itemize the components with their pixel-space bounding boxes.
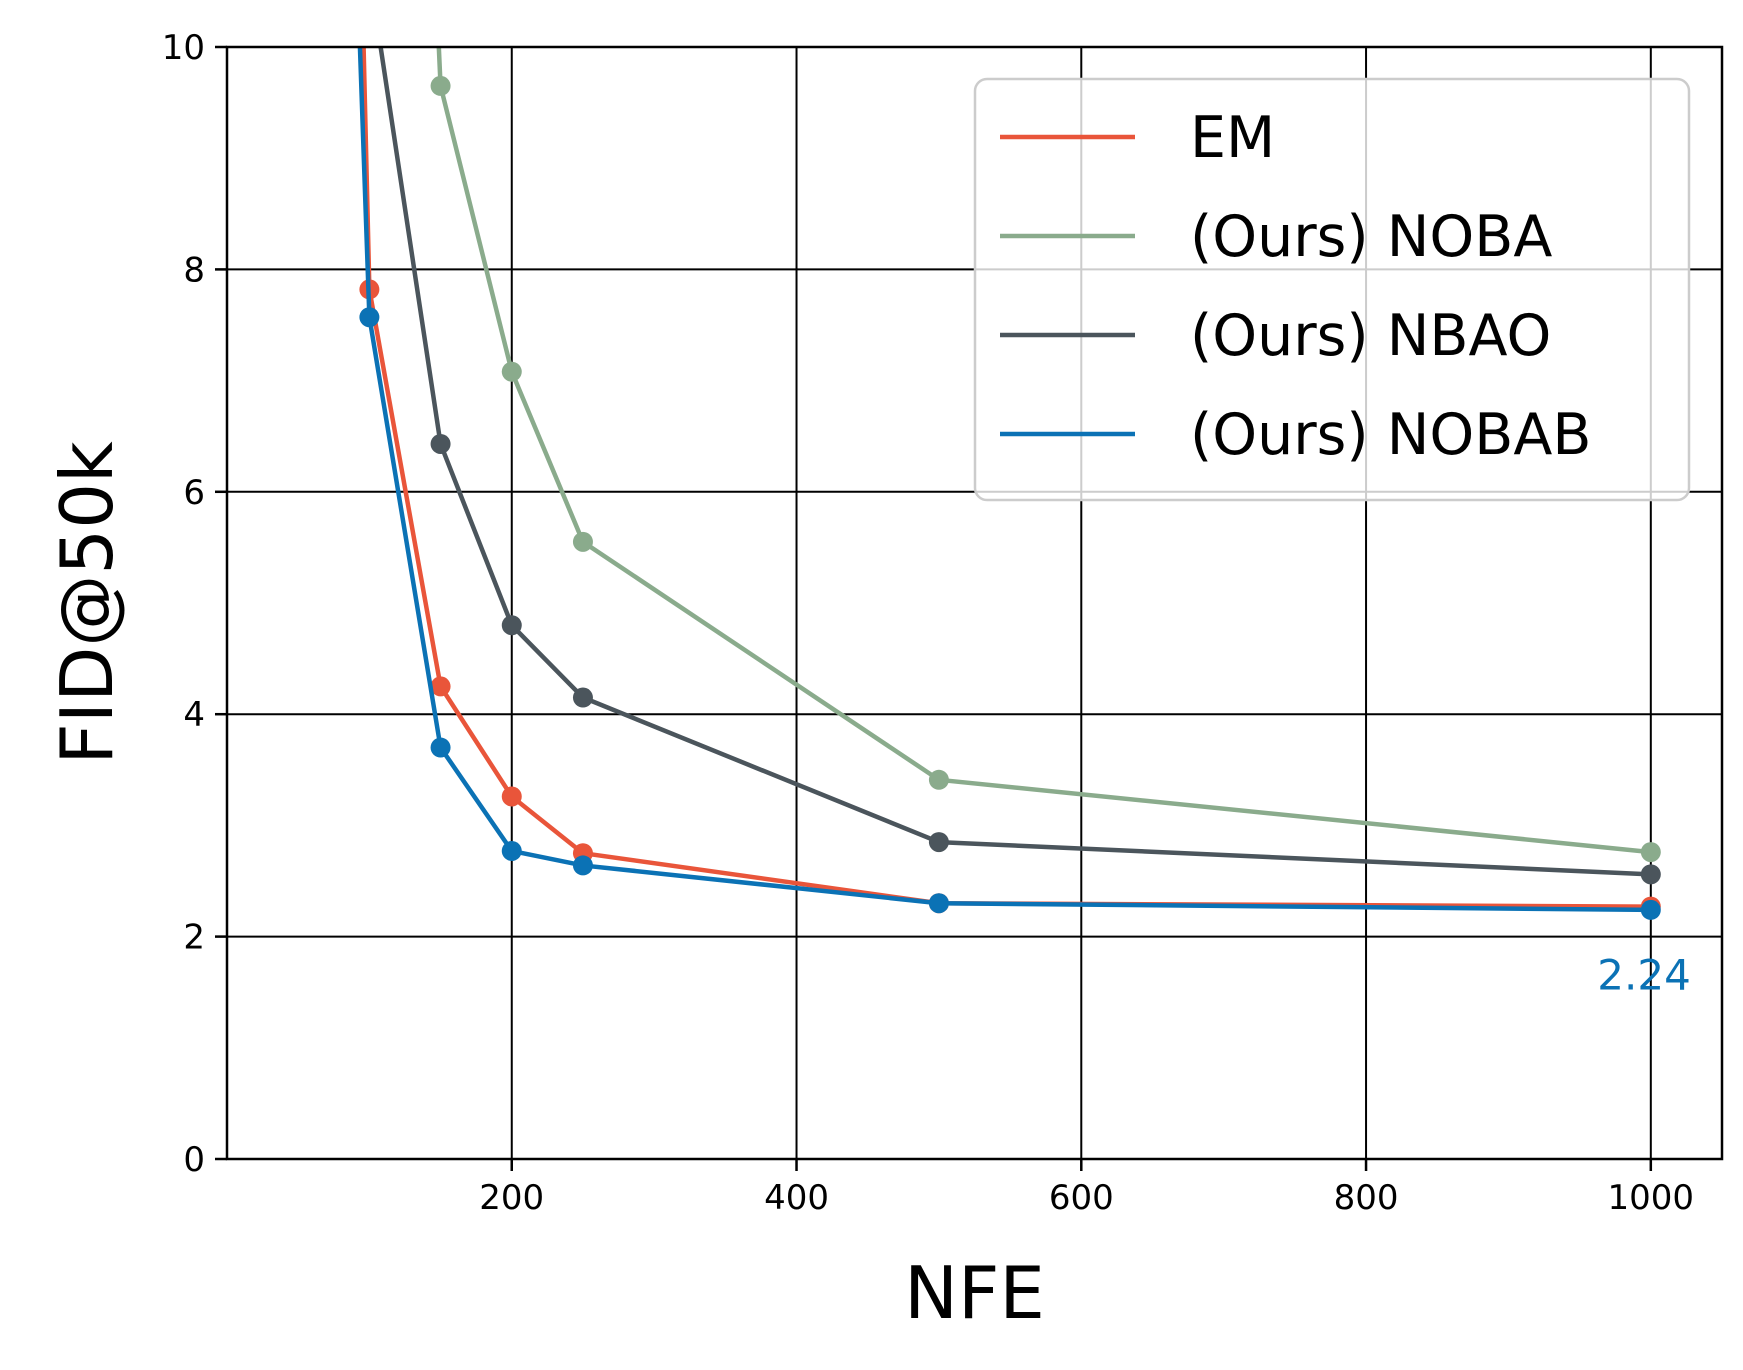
data-point-ours-nobab [501,840,522,861]
x-axis-title: NFE [904,1251,1045,1335]
series-ours-noba [430,47,1661,863]
data-point-ours-nobab [430,737,451,758]
plot-frame [225,45,1724,1161]
legend-box [973,77,1691,502]
x-tick-label: 600 [1049,1178,1114,1218]
series-ours-nbao [378,47,1661,885]
data-point-ours-nbao [430,433,451,454]
legend-label-ours-noba: (Ours) NOBA [1190,204,1552,270]
data-point-ours-noba [430,75,451,96]
data-point-ours-nobab [1640,899,1661,920]
value-annotation: 2.24 [1597,951,1691,1000]
legend-label-ours-nbao: (Ours) NBAO [1190,303,1551,369]
x-tick-label: 200 [479,1178,544,1218]
data-point-ours-noba [572,531,593,552]
data-point-ours-nbao [572,687,593,708]
data-point-ours-nbao [1640,864,1661,885]
legend-label-ours-nobab: (Ours) NOBAB [1190,402,1591,468]
y-tick-label: 8 [183,250,205,290]
series-line-ours-nbao [378,47,1651,877]
legend: EM (Ours) NOBA (Ours) NBAO (Ours) NOBAB [973,77,1691,502]
axis-ticks: 200 400 600 800 1000 0 2 4 6 8 10 [162,28,1694,1218]
data-point-ours-noba [928,769,949,790]
x-tick-label: 1000 [1608,1178,1695,1218]
series-lines [357,47,1661,920]
x-tick-label: 800 [1334,1178,1399,1218]
data-point-ours-nobab [928,893,949,914]
data-point-em [501,786,522,807]
y-tick-label: 0 [183,1140,205,1180]
data-point-em [430,676,451,697]
y-tick-label: 2 [183,918,205,958]
legend-label-em: EM [1190,105,1275,171]
y-tick-label: 6 [183,473,205,513]
data-point-ours-nbao [928,832,949,853]
x-tick-label: 400 [764,1178,829,1218]
data-point-ours-nbao [501,615,522,636]
y-axis-title: FID@50k [45,441,129,765]
data-point-ours-nobab [572,855,593,876]
series-line-ours-noba [436,47,1652,855]
y-tick-label: 10 [162,28,205,68]
data-point-ours-nobab [359,307,380,328]
data-point-ours-noba [1640,842,1661,863]
data-point-ours-noba [501,361,522,382]
annotations: 2.24 [1597,951,1691,1000]
series-ours-nobab [357,47,1661,920]
y-tick-label: 4 [183,695,205,735]
